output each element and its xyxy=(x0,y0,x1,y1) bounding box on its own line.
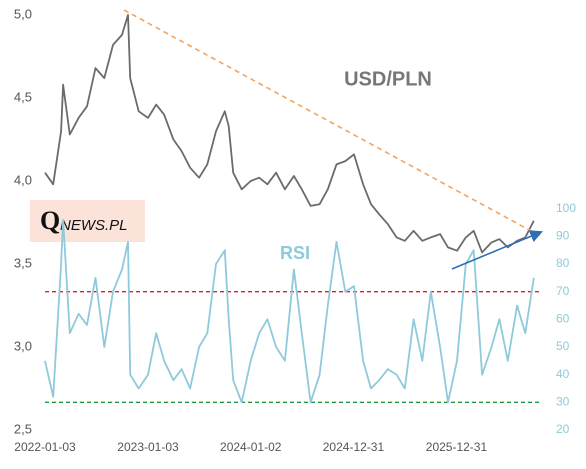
y2-tick-label: 40 xyxy=(556,367,570,381)
y2-tick-label: 90 xyxy=(556,229,570,243)
logo-text: NEWS.PL xyxy=(60,217,128,234)
x-tick-label: 2024-12-31 xyxy=(323,440,385,454)
x-tick-label: 2022-01-03 xyxy=(14,440,76,454)
y2-tick-label: 80 xyxy=(556,256,570,270)
series-line xyxy=(44,14,535,254)
logo-initial: Q xyxy=(40,206,60,235)
rsi-title: RSI xyxy=(280,243,310,263)
x-tick-label: 2023-01-03 xyxy=(117,440,179,454)
x-tick-label: 2025-12-31 xyxy=(426,440,488,454)
series-line xyxy=(44,218,535,404)
y2-tick-label: 30 xyxy=(556,395,570,409)
logo-box xyxy=(30,200,145,242)
trend-line xyxy=(123,9,541,237)
chart-title: USD/PLN xyxy=(344,68,432,90)
y2-tick-label: 60 xyxy=(556,312,570,326)
y2-tick-label: 50 xyxy=(556,339,570,353)
y2-tick-label: 70 xyxy=(556,284,570,298)
y-tick-label: 5,0 xyxy=(14,6,32,21)
y-tick-label: 4,0 xyxy=(14,172,32,187)
trend-line xyxy=(451,230,543,270)
x-tick-label: 2024-01-02 xyxy=(220,440,282,454)
y-tick-label: 3,0 xyxy=(14,338,32,353)
y-tick-label: 2,5 xyxy=(14,421,32,436)
y2-tick-label: 20 xyxy=(556,422,570,436)
y2-tick-label: 100 xyxy=(556,201,576,215)
y-tick-label: 4,5 xyxy=(14,89,32,104)
y-tick-label: 3,5 xyxy=(14,255,32,270)
